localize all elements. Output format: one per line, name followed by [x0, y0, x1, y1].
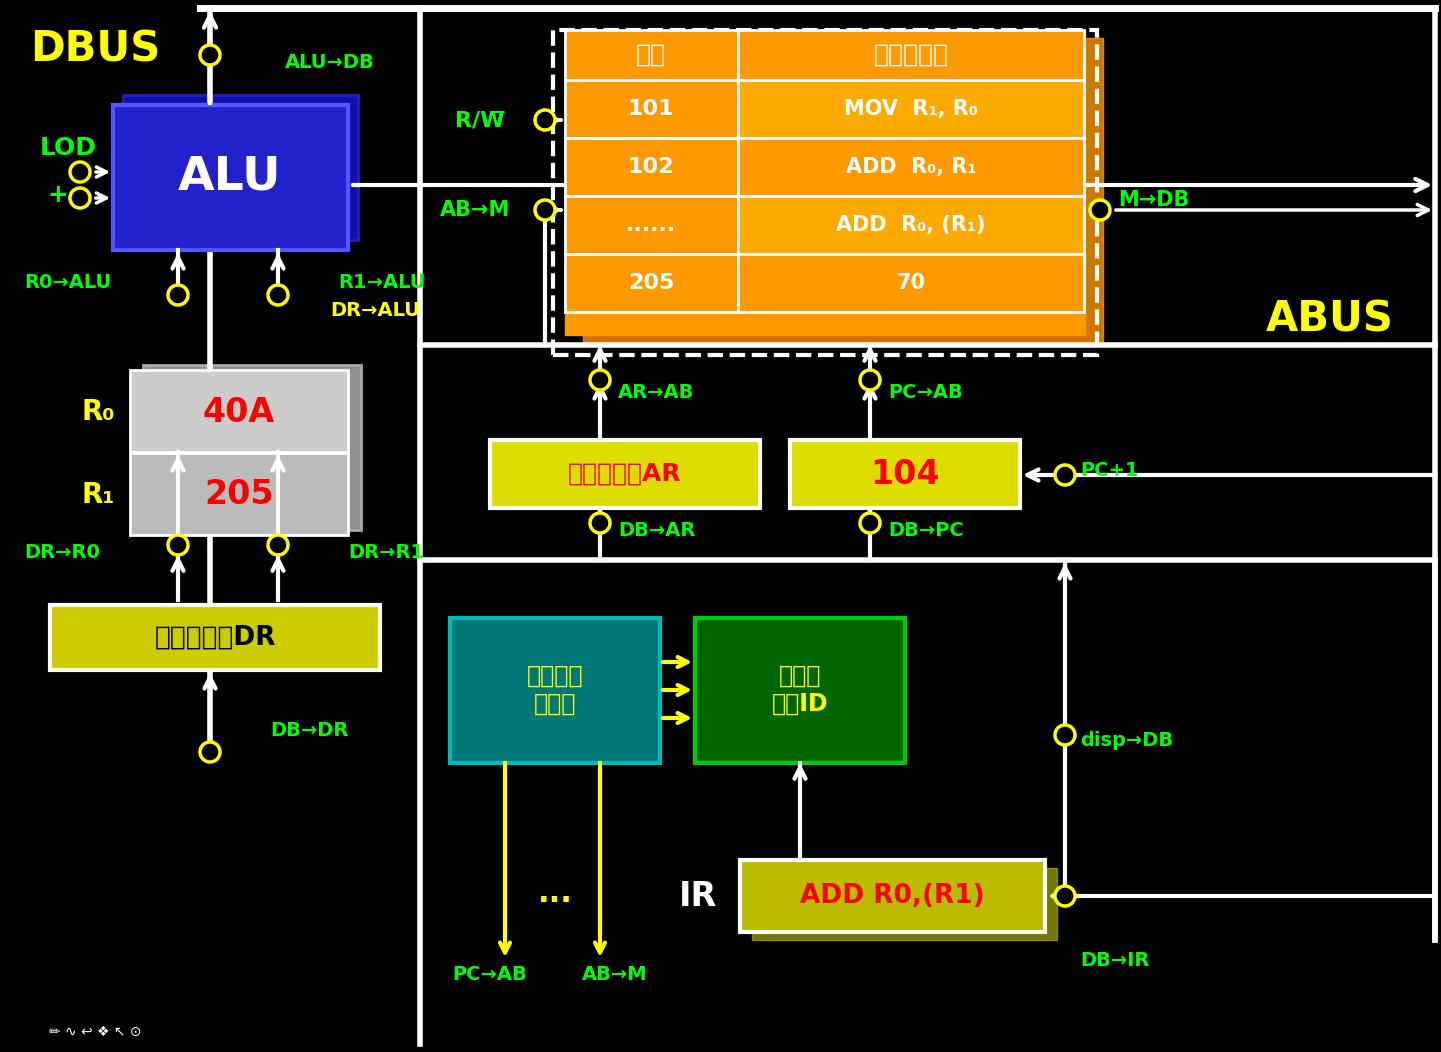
Circle shape: [535, 110, 555, 130]
Bar: [738, 138, 1084, 196]
Text: disp→DB: disp→DB: [1079, 730, 1173, 749]
Circle shape: [589, 370, 610, 390]
Bar: [738, 196, 1084, 254]
Text: R0→ALU: R0→ALU: [24, 272, 111, 291]
Text: 104: 104: [870, 458, 940, 490]
Text: ALU→DB: ALU→DB: [285, 53, 375, 72]
Circle shape: [268, 285, 288, 305]
Text: R₁: R₁: [81, 481, 115, 509]
Circle shape: [71, 188, 89, 208]
Text: AB→M: AB→M: [440, 200, 510, 220]
Text: DB→DR: DB→DR: [269, 721, 349, 740]
Text: ADD  R₀, (R₁): ADD R₀, (R₁): [836, 215, 986, 235]
Bar: [741, 859, 1045, 932]
Text: PC+1: PC+1: [1079, 461, 1138, 480]
Bar: [565, 80, 738, 138]
Bar: [130, 370, 347, 452]
Bar: [695, 618, 905, 763]
Text: 数据或指令: 数据或指令: [873, 43, 948, 67]
Circle shape: [860, 513, 880, 533]
Text: DR→R1: DR→R1: [347, 543, 424, 562]
Text: PC→AB: PC→AB: [452, 966, 527, 985]
Bar: [565, 31, 1085, 335]
Bar: [584, 38, 1102, 343]
Circle shape: [1055, 886, 1075, 906]
Bar: [790, 440, 1020, 508]
Text: PC→AB: PC→AB: [888, 384, 963, 403]
Circle shape: [1055, 725, 1075, 745]
Bar: [738, 31, 1084, 80]
Bar: [112, 105, 347, 250]
Text: 地址寄存器AR: 地址寄存器AR: [568, 462, 682, 486]
Text: ...: ...: [537, 878, 572, 908]
Bar: [50, 605, 380, 670]
Bar: [490, 440, 759, 508]
Bar: [553, 31, 1097, 355]
Text: DB→AR: DB→AR: [618, 521, 696, 540]
Text: 102: 102: [628, 157, 674, 177]
Circle shape: [1089, 200, 1110, 220]
Circle shape: [169, 285, 187, 305]
Text: ADD  R₀, R₁: ADD R₀, R₁: [846, 157, 976, 177]
Circle shape: [535, 200, 555, 220]
Bar: [565, 254, 738, 312]
Text: MOV  R₁, R₀: MOV R₁, R₀: [844, 99, 978, 119]
Circle shape: [169, 535, 187, 555]
Bar: [565, 196, 738, 254]
Text: ADD R0,(R1): ADD R0,(R1): [800, 883, 984, 909]
Circle shape: [860, 370, 880, 390]
Text: 数据缓冲器DR: 数据缓冲器DR: [154, 625, 275, 651]
Bar: [130, 453, 347, 535]
Bar: [565, 138, 738, 196]
Text: R/W̅: R/W̅: [455, 110, 504, 130]
Text: IR: IR: [679, 879, 718, 912]
Text: ALU: ALU: [179, 155, 282, 200]
Bar: [450, 618, 660, 763]
Text: 地址: 地址: [635, 43, 666, 67]
Text: +: +: [48, 183, 68, 207]
Bar: [565, 31, 738, 80]
Circle shape: [589, 513, 610, 533]
Circle shape: [71, 162, 89, 182]
Text: 101: 101: [628, 99, 674, 119]
Circle shape: [200, 742, 220, 762]
Text: 70: 70: [896, 274, 925, 294]
Text: DBUS: DBUS: [30, 29, 160, 70]
Text: M→DB: M→DB: [1118, 190, 1189, 210]
Text: 205: 205: [205, 479, 274, 511]
Text: R1→ALU: R1→ALU: [339, 272, 425, 291]
Text: ......: ......: [625, 215, 676, 235]
Circle shape: [1055, 465, 1075, 485]
Bar: [738, 80, 1084, 138]
Text: DR→ALU: DR→ALU: [330, 301, 419, 320]
Circle shape: [268, 535, 288, 555]
Text: DB→PC: DB→PC: [888, 521, 964, 540]
Text: LOD: LOD: [39, 136, 97, 160]
Bar: [752, 868, 1058, 940]
Text: 时序信号
发生器: 时序信号 发生器: [527, 664, 584, 716]
Text: ABUS: ABUS: [1267, 299, 1393, 341]
Text: 指令译
码器ID: 指令译 码器ID: [772, 664, 829, 716]
Text: 40A: 40A: [203, 396, 275, 428]
Bar: [143, 365, 362, 530]
Text: AR→AB: AR→AB: [618, 384, 695, 403]
Bar: [122, 95, 357, 240]
Text: DR→R0: DR→R0: [24, 543, 99, 562]
Text: R₀: R₀: [81, 398, 115, 426]
Text: 205: 205: [628, 274, 674, 294]
Circle shape: [200, 45, 220, 65]
Text: DB→IR: DB→IR: [1079, 951, 1150, 970]
Bar: [738, 254, 1084, 312]
Text: AB→M: AB→M: [582, 966, 648, 985]
Text: ✏ ∿ ↩ ❖ ↖ ⊙: ✏ ∿ ↩ ❖ ↖ ⊙: [49, 1025, 141, 1039]
